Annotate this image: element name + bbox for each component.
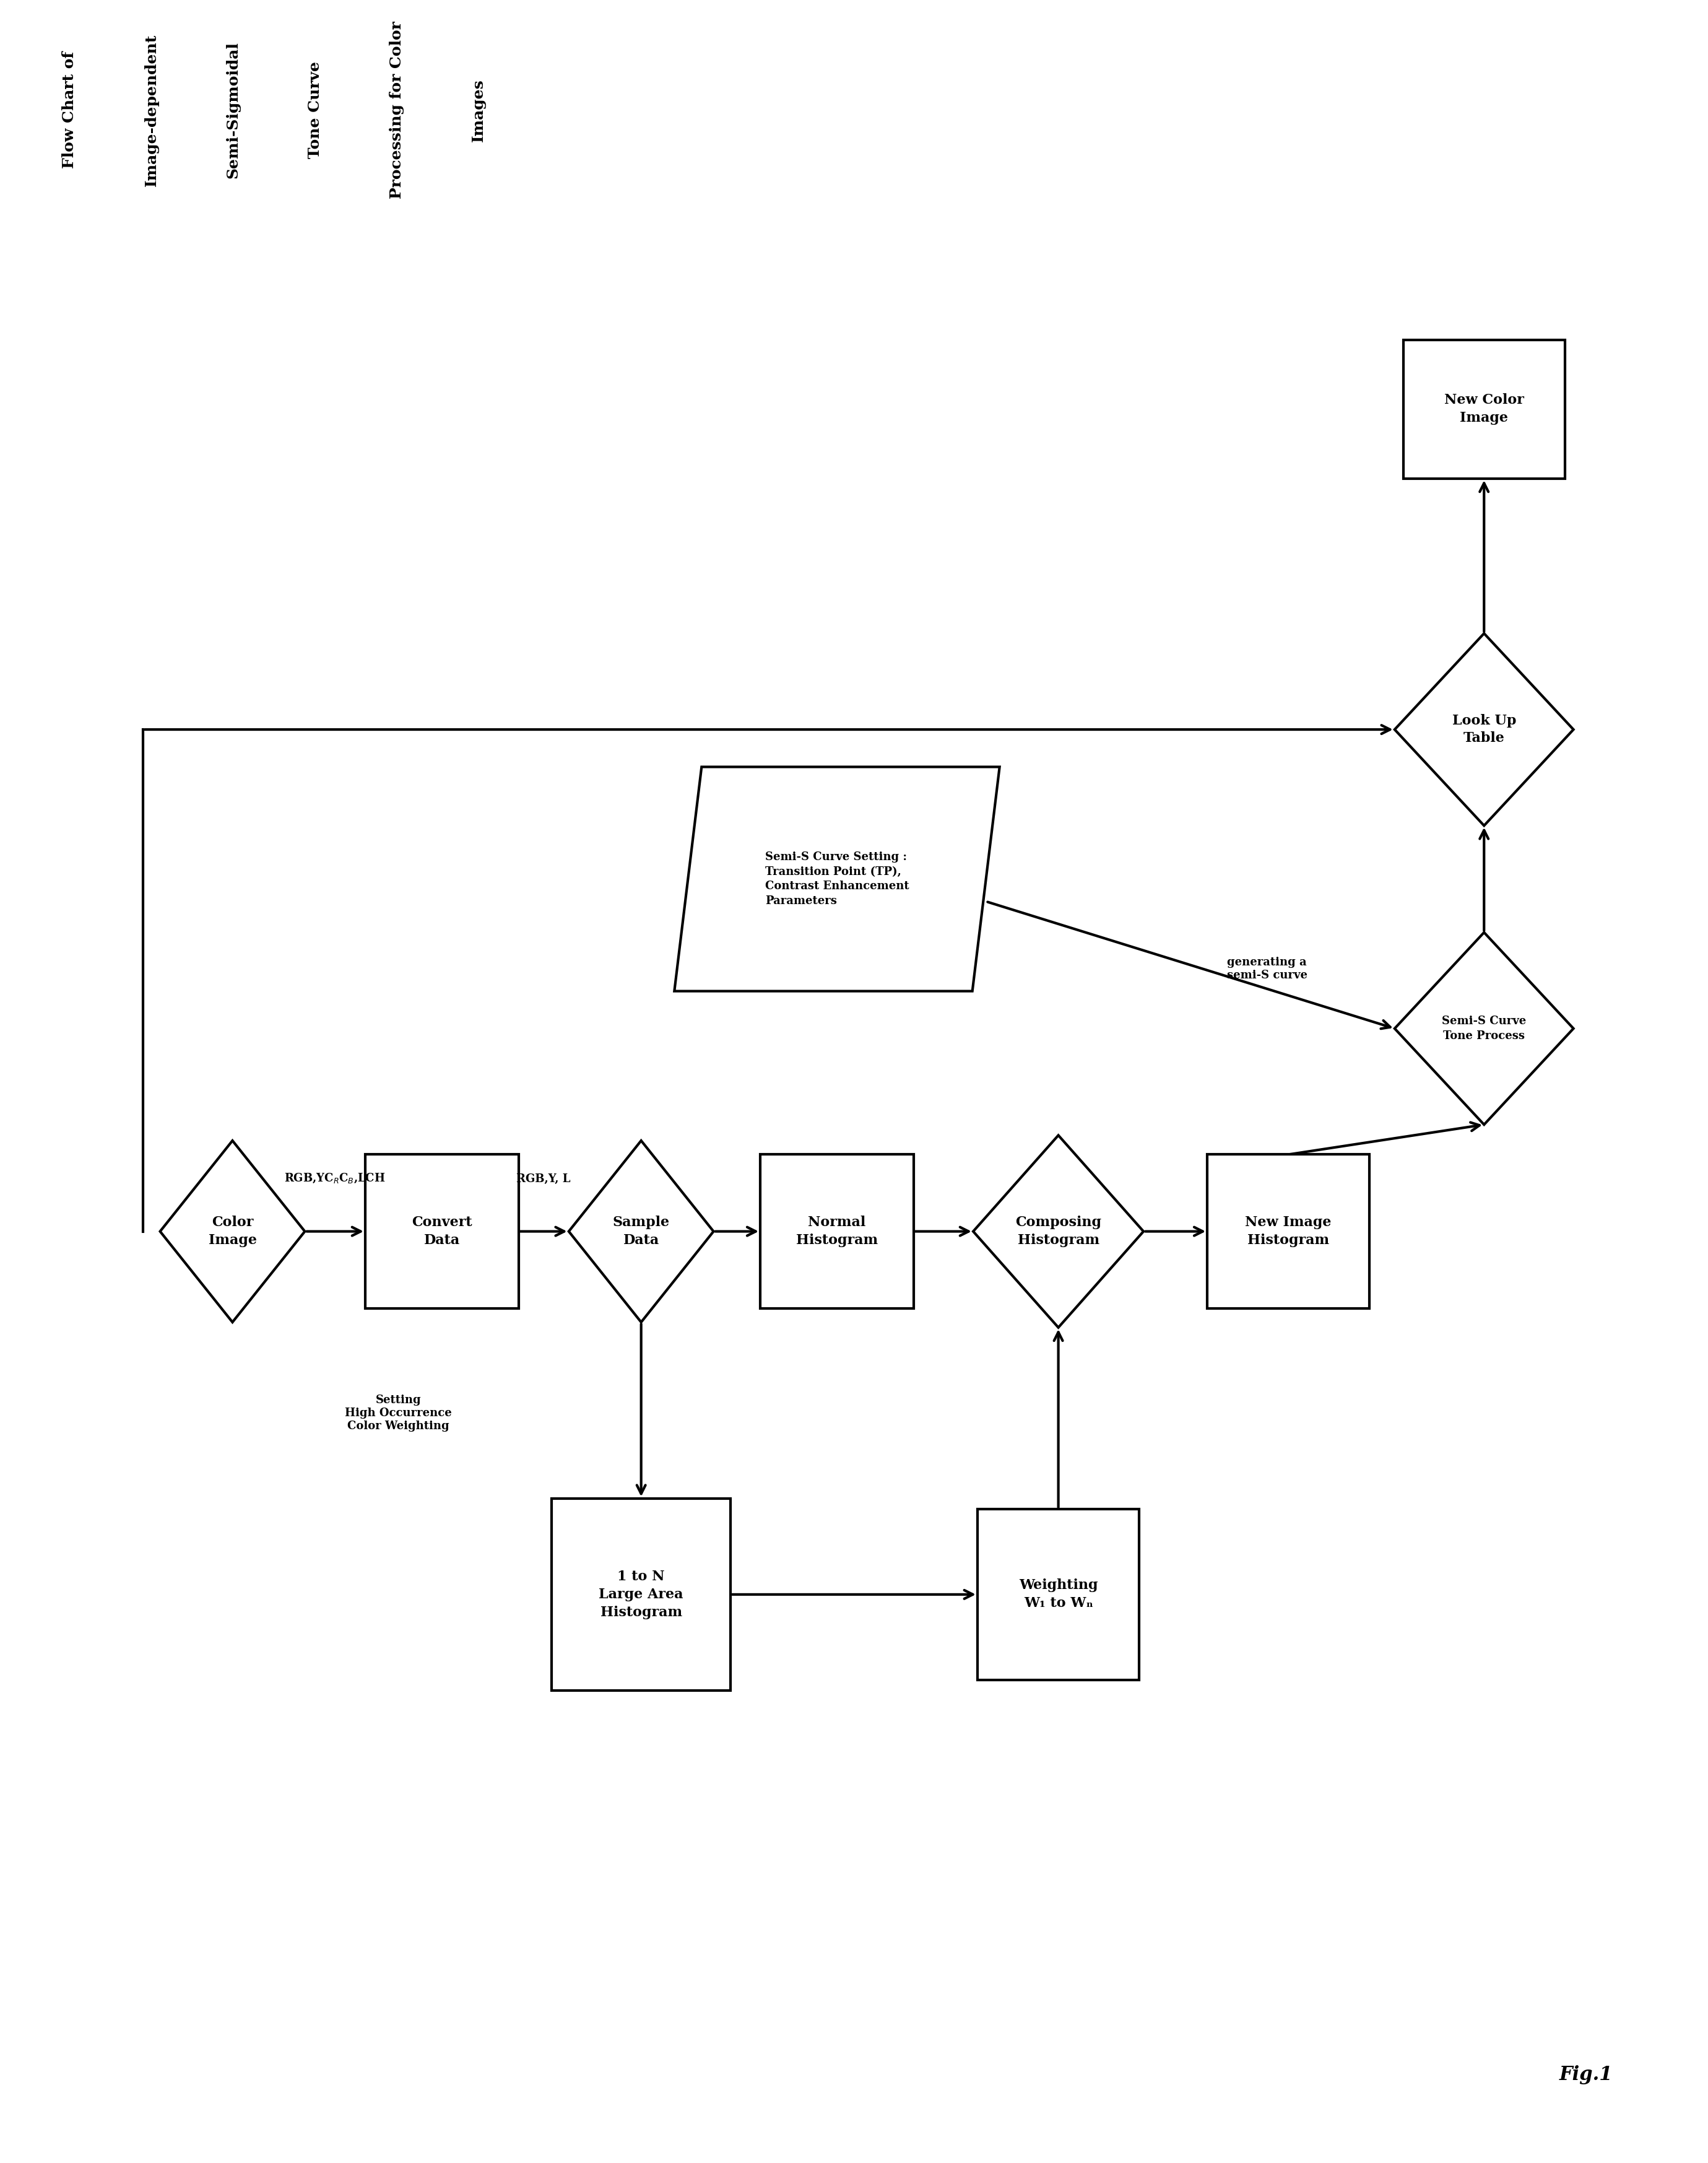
- Text: Processing for Color: Processing for Color: [389, 22, 405, 199]
- Text: generating a
semi-S curve: generating a semi-S curve: [1226, 956, 1307, 980]
- Polygon shape: [569, 1140, 714, 1322]
- Text: Tone Curve: Tone Curve: [307, 61, 323, 158]
- Text: Normal
Histogram: Normal Histogram: [796, 1216, 878, 1248]
- Text: Sample
Data: Sample Data: [613, 1216, 670, 1248]
- Bar: [1404, 340, 1565, 478]
- Text: Weighting
W₁ to Wₙ: Weighting W₁ to Wₙ: [1020, 1579, 1098, 1609]
- Text: Flow Chart of: Flow Chart of: [61, 52, 77, 169]
- Bar: [760, 1155, 914, 1309]
- Polygon shape: [1395, 932, 1573, 1125]
- Text: New Image
Histogram: New Image Histogram: [1245, 1216, 1332, 1248]
- Text: Image-dependent: Image-dependent: [143, 35, 159, 186]
- Polygon shape: [161, 1140, 304, 1322]
- Text: RGB,YC$_R$C$_B$,LCH: RGB,YC$_R$C$_B$,LCH: [285, 1172, 386, 1185]
- Bar: [552, 1499, 731, 1691]
- Polygon shape: [675, 768, 999, 991]
- Text: Images: Images: [471, 78, 485, 141]
- Text: Convert
Data: Convert Data: [412, 1216, 471, 1248]
- Text: 1 to N
Large Area
Histogram: 1 to N Large Area Histogram: [600, 1570, 683, 1620]
- Text: Semi-S Curve Setting :
Transition Point (TP),
Contrast Enhancement
Parameters: Semi-S Curve Setting : Transition Point …: [765, 852, 909, 906]
- Polygon shape: [974, 1136, 1143, 1328]
- Text: Fig.1: Fig.1: [1559, 2066, 1612, 2085]
- Text: Semi-Sigmoidal: Semi-Sigmoidal: [225, 41, 241, 180]
- Text: Color
Image: Color Image: [208, 1216, 256, 1248]
- Polygon shape: [1395, 634, 1573, 826]
- Text: New Color
Image: New Color Image: [1445, 394, 1524, 424]
- Text: Look Up
Table: Look Up Table: [1452, 714, 1517, 746]
- Bar: [977, 1510, 1139, 1681]
- Bar: [366, 1155, 519, 1309]
- Text: Setting
High Occurrence
Color Weighting: Setting High Occurrence Color Weighting: [345, 1395, 453, 1432]
- Bar: [1208, 1155, 1370, 1309]
- Text: Semi-S Curve
Tone Process: Semi-S Curve Tone Process: [1442, 1017, 1527, 1040]
- Text: Composing
Histogram: Composing Histogram: [1015, 1216, 1102, 1248]
- Text: RGB,Y, L: RGB,Y, L: [516, 1172, 570, 1185]
